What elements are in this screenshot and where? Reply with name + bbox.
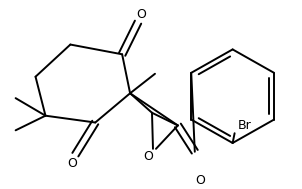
Text: O: O	[136, 8, 146, 21]
Text: O: O	[67, 157, 77, 170]
Text: O: O	[195, 174, 205, 187]
Text: O: O	[143, 150, 153, 163]
Text: Br: Br	[238, 119, 251, 132]
